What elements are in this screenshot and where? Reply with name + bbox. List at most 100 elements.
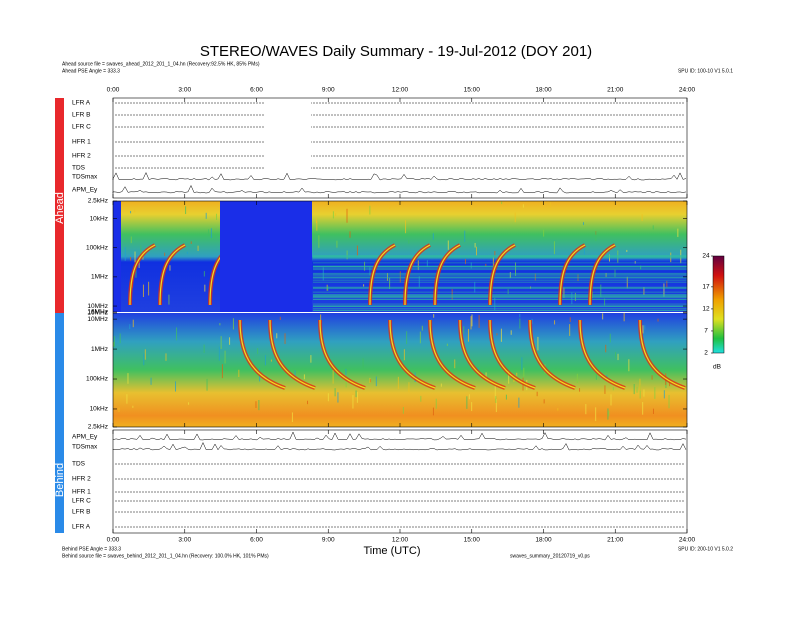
texture xyxy=(132,319,134,328)
texture xyxy=(320,314,322,324)
texture xyxy=(397,376,399,389)
y-tick-label: 16MHz xyxy=(87,310,108,317)
texture xyxy=(232,318,234,330)
row-label: LFR A xyxy=(72,100,91,107)
texture xyxy=(617,353,619,361)
row-trace xyxy=(112,171,687,181)
texture xyxy=(313,274,687,276)
texture xyxy=(519,313,521,318)
y-tick-label: 10kHz xyxy=(90,406,108,413)
texture xyxy=(666,280,668,288)
texture xyxy=(501,201,503,205)
texture xyxy=(337,392,339,403)
burst-core xyxy=(369,244,396,306)
texture xyxy=(316,221,318,231)
burst-core xyxy=(239,319,286,389)
behind-source: Behind source file = swaves_behind_2012_… xyxy=(62,553,269,559)
texture xyxy=(523,367,525,377)
texture xyxy=(258,400,260,411)
texture xyxy=(345,368,347,376)
row-label: HFR 2 xyxy=(72,153,91,160)
texture xyxy=(432,407,434,416)
texture xyxy=(313,298,687,300)
texture xyxy=(210,228,212,239)
y-tick-label: 10MHz xyxy=(87,303,108,310)
texture xyxy=(623,313,625,322)
x-tick-label: 18:00 xyxy=(535,87,552,94)
texture xyxy=(408,382,410,393)
texture xyxy=(677,228,679,237)
texture xyxy=(203,344,205,353)
ahead-label: Ahead xyxy=(54,192,66,224)
texture xyxy=(356,245,358,257)
texture xyxy=(579,388,581,392)
y-tick-label: 16MHz xyxy=(87,309,108,316)
row-trace xyxy=(112,441,687,451)
title: STEREO/WAVES Daily Summary - 19-Jul-2012… xyxy=(200,43,592,60)
row-label: TDSmax xyxy=(72,444,98,451)
x-tick-label: 21:00 xyxy=(607,537,624,544)
texture xyxy=(663,283,665,297)
texture xyxy=(313,265,687,267)
texture xyxy=(132,405,134,408)
texture xyxy=(465,259,467,265)
x-tick-label: 12:00 xyxy=(392,537,409,544)
texture xyxy=(270,359,272,362)
texture xyxy=(485,372,487,378)
behind-bar xyxy=(55,313,64,533)
texture xyxy=(602,313,604,320)
burst-core xyxy=(269,319,316,389)
texture xyxy=(475,246,477,256)
ahead-pse: Ahead PSE Angle = 333.3 xyxy=(62,68,120,74)
row-label: TDS xyxy=(72,461,86,468)
texture xyxy=(643,389,645,397)
burst-core xyxy=(589,244,616,306)
texture xyxy=(513,379,515,382)
colorbar xyxy=(712,255,725,354)
texture xyxy=(435,398,437,409)
row-label: LFR A xyxy=(72,524,91,531)
texture xyxy=(130,256,132,261)
texture xyxy=(641,214,643,221)
texture xyxy=(313,286,687,288)
texture xyxy=(563,287,565,298)
texture xyxy=(639,378,641,391)
texture xyxy=(313,291,687,293)
texture xyxy=(255,401,257,409)
texture xyxy=(113,341,115,347)
texture xyxy=(346,250,348,260)
texture xyxy=(169,265,171,271)
y-tick-label: 10MHz xyxy=(87,316,108,323)
texture xyxy=(313,296,687,298)
x-tick-label: 0:00 xyxy=(107,537,120,544)
texture xyxy=(294,370,296,380)
burst-core xyxy=(389,319,436,389)
texture xyxy=(313,306,687,308)
texture xyxy=(595,373,597,380)
x-tick-label: 6:00 xyxy=(250,87,263,94)
texture xyxy=(238,369,240,378)
texture xyxy=(375,376,377,387)
texture xyxy=(644,325,646,330)
texture xyxy=(636,386,638,393)
texture xyxy=(315,218,317,224)
texture xyxy=(447,240,449,250)
texture xyxy=(633,384,635,395)
texture xyxy=(467,329,469,342)
texture xyxy=(642,325,644,334)
texture xyxy=(626,249,628,252)
texture xyxy=(510,330,512,335)
texture xyxy=(313,277,687,279)
texture xyxy=(446,343,448,347)
ahead-bar xyxy=(55,98,64,313)
row-label: APM_Ey xyxy=(72,434,98,441)
texture xyxy=(663,390,665,399)
texture xyxy=(349,231,351,238)
texture xyxy=(639,385,641,399)
texture xyxy=(531,318,533,325)
texture xyxy=(284,333,286,344)
behind-version: SPU ID: 200-10 V1 5.0.2 xyxy=(678,546,733,552)
row-label: LFR C xyxy=(72,124,91,131)
texture xyxy=(536,391,538,397)
texture xyxy=(143,353,145,366)
